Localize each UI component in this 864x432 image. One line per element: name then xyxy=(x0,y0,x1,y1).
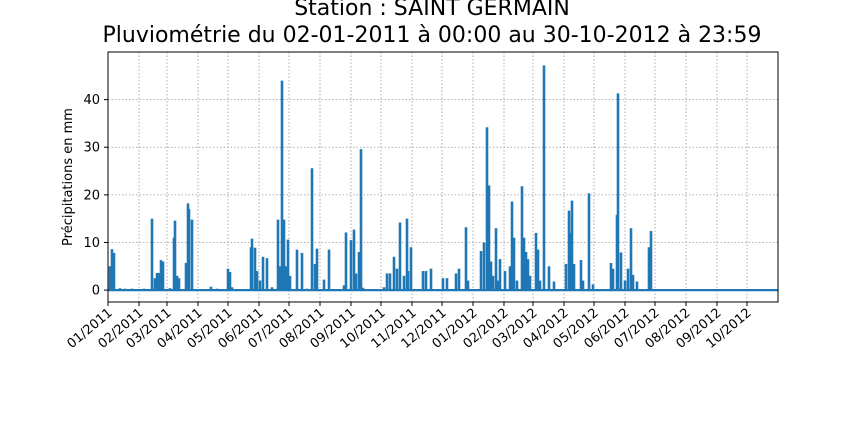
y-axis-label: Précipitations en mm xyxy=(61,108,76,246)
chart-subtitle: Pluviométrie du 02-01-2011 à 00:00 au 30… xyxy=(102,23,762,48)
axes: 01020304001/201102/201103/201104/201105/… xyxy=(65,93,755,352)
chart-title: Station : SAINT GERMAIN xyxy=(294,0,570,21)
y-tick-label: 40 xyxy=(83,93,100,108)
y-tick-label: 10 xyxy=(83,236,100,251)
plot-frame xyxy=(107,51,779,303)
y-tick-label: 20 xyxy=(83,188,100,203)
rainfall-bars xyxy=(108,65,778,292)
y-tick-label: 30 xyxy=(83,141,100,156)
grid-lines xyxy=(107,52,778,302)
y-tick-label: 0 xyxy=(92,284,100,299)
